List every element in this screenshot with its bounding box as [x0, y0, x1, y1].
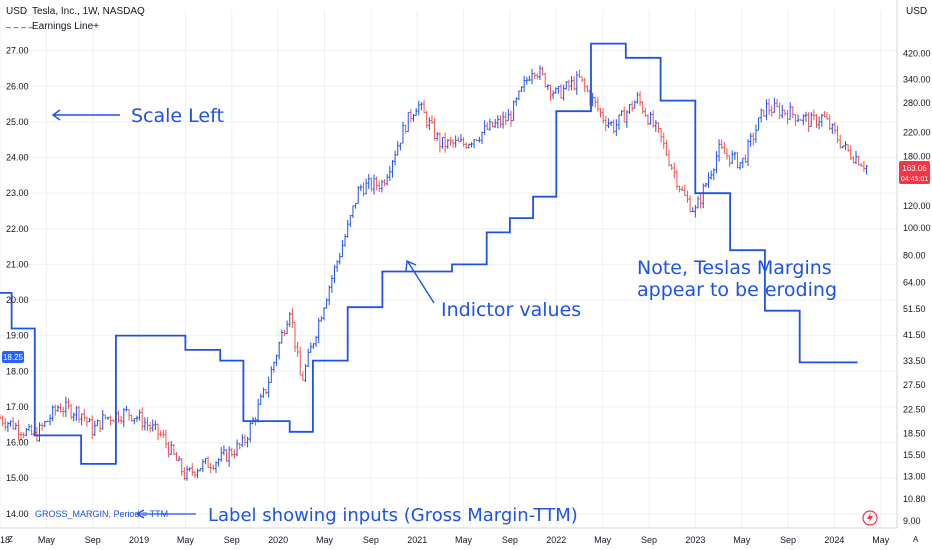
note-line-2: appear to be eroding: [637, 279, 837, 301]
left-tick-label: 24.00: [6, 153, 29, 163]
x-tick-label: Sep: [641, 535, 657, 545]
x-tick-label: May: [594, 535, 612, 545]
right-tick-label: 280.00: [903, 98, 931, 108]
x-tick-label: 2023: [685, 535, 705, 545]
right-tick-label: 51.50: [903, 304, 926, 314]
left-tick-label: 17.00: [6, 402, 29, 412]
right-axis[interactable]: 420.00340.00280.00220.00180.00150.00120.…: [903, 49, 931, 526]
x-tick-label: Sep: [502, 535, 518, 545]
right-tick-label: 18.50: [903, 428, 926, 438]
x-tick-label: 2019: [129, 535, 149, 545]
zoom-toggle[interactable]: Z: [8, 535, 13, 544]
x-tick-label: 2018: [0, 535, 10, 545]
x-tick-label: 2021: [407, 535, 427, 545]
symbol-title: Tesla, Inc., 1W, NASDAQ: [32, 6, 145, 17]
inputs-label-annotation: GROSS_MARGIN, Period = TTM Label showing…: [35, 505, 578, 526]
x-tick-label: 2020: [268, 535, 288, 545]
countdown: 04:45:01: [901, 176, 928, 183]
flash-icon[interactable]: [862, 510, 878, 526]
price-bars: [0, 65, 868, 481]
left-tick-label: 25.00: [6, 117, 29, 127]
last-price-badge: 163.06 04:45:01: [899, 161, 930, 184]
left-tick-label: 23.00: [6, 188, 29, 198]
indicator-title[interactable]: Earnings Line+: [32, 21, 99, 32]
last-price: 163.06: [902, 164, 927, 173]
left-tick-label: 14.00: [6, 509, 29, 519]
x-tick-label: Sep: [780, 535, 796, 545]
x-tick-label: May: [316, 535, 334, 545]
left-tick-label: 26.00: [6, 81, 29, 91]
x-tick-label: May: [177, 535, 195, 545]
inputs-label-text: Label showing inputs (Gross Margin-TTM): [208, 505, 578, 526]
right-tick-label: 180.00: [903, 152, 931, 162]
left-axis[interactable]: 27.00 26.00 25.00 24.00 23.00 22.00 21.00 20.00…: [6, 46, 29, 519]
auto-scale-toggle[interactable]: A: [913, 535, 919, 544]
time-axis[interactable]: 2018 May Sep 2019 May Sep 2020 May Sep 2021 May Sep…: [0, 535, 890, 545]
right-tick-label: 420.00: [903, 49, 931, 59]
indicator-values-text: Indictor values: [441, 299, 581, 321]
right-currency-label[interactable]: USD: [906, 6, 927, 17]
left-tick-label: 20.00: [6, 295, 29, 305]
note-annotation: Note, Teslas Margins appear to be erodin…: [637, 257, 837, 301]
right-tick-label: 15.50: [903, 450, 926, 460]
scale-left-text: Scale Left: [131, 105, 224, 127]
x-tick-label: Sep: [224, 535, 240, 545]
right-tick-label: 340.00: [903, 74, 931, 84]
right-tick-label: 220.00: [903, 127, 931, 137]
x-tick-label: May: [38, 535, 56, 545]
right-tick-label: 33.50: [903, 356, 926, 366]
right-tick-label: 80.00: [903, 250, 926, 260]
left-tick-label: 21.00: [6, 259, 29, 269]
collapse-icon[interactable]: – – – –: [6, 22, 34, 32]
scale-left-annotation: Scale Left: [51, 105, 224, 127]
right-tick-label: 120.00: [903, 201, 931, 211]
left-tick-label: 16.00: [6, 438, 29, 448]
x-tick-label: May: [733, 535, 751, 545]
left-value-badge: 18.25: [2, 351, 24, 363]
x-tick-label: Sep: [85, 535, 101, 545]
indicator-values-annotation: Indictor values: [405, 259, 581, 321]
right-tick-label: 27.50: [903, 380, 926, 390]
gross-margin-step-line: [0, 42, 858, 465]
left-tick-label: 27.00: [6, 46, 29, 56]
left-tick-label: 15.00: [6, 473, 29, 483]
left-tick-label: 22.00: [6, 224, 29, 234]
left-tick-label: 19.00: [6, 331, 29, 341]
right-tick-label: 100.00: [903, 223, 931, 233]
input-label: GROSS_MARGIN, Period = TTM: [35, 509, 168, 519]
x-tick-label: Sep: [363, 535, 379, 545]
left-tick-label: 18.00: [6, 366, 29, 376]
x-tick-label: 2024: [824, 535, 844, 545]
x-tick-label: May: [455, 535, 473, 545]
right-tick-label: 10.80: [903, 494, 926, 504]
right-tick-label: 22.50: [903, 405, 926, 415]
indicator-line: [0, 42, 858, 465]
x-tick-label: 2022: [546, 535, 566, 545]
grid: [0, 10, 897, 528]
note-line-1: Note, Teslas Margins: [637, 257, 832, 279]
right-tick-label: 9.00: [903, 516, 921, 526]
x-tick-label: May: [872, 535, 890, 545]
svg-text:18.25: 18.25: [3, 353, 24, 362]
right-tick-label: 64.00: [903, 277, 926, 287]
left-currency-label[interactable]: USD: [6, 6, 27, 17]
right-tick-label: 13.00: [903, 471, 926, 481]
right-tick-label: 41.50: [903, 330, 926, 340]
